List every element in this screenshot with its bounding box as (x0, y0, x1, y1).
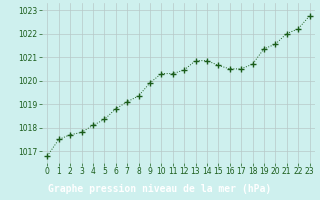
Text: Graphe pression niveau de la mer (hPa): Graphe pression niveau de la mer (hPa) (48, 184, 272, 194)
